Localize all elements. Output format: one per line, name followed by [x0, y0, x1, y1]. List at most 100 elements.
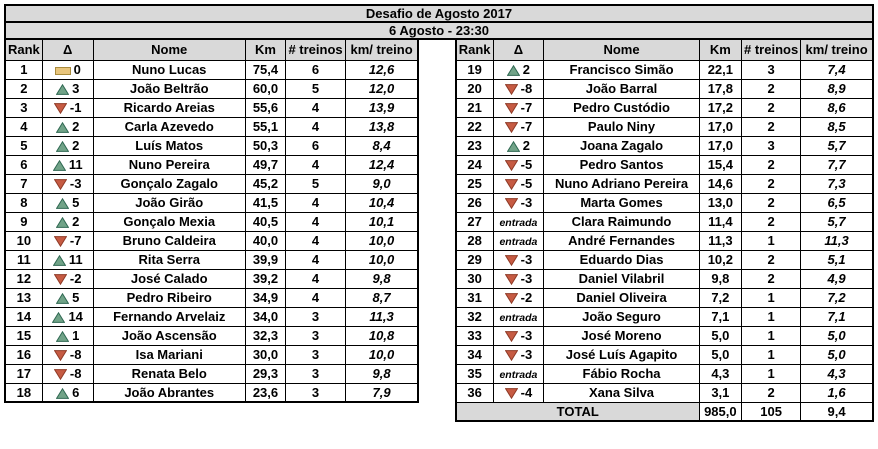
- km-per-treino-cell: 5,1: [800, 249, 874, 270]
- treinos-cell: 2: [740, 268, 802, 289]
- km-cell: 15,4: [698, 154, 743, 175]
- table-row: 1 0 Nuno Lucas 75,4 6 12,6: [4, 59, 419, 80]
- table-row: 35 entrada Fábio Rocha 4,3 1 4,3: [455, 363, 874, 384]
- down-triangle-icon: [504, 122, 518, 134]
- tables-row: Rank Δ Nome Km # treinos km/ treino 1 0 Nuno Luc…: [4, 38, 874, 422]
- down-triangle-icon: [504, 160, 518, 172]
- name-cell: Pedro Custódio: [543, 97, 700, 118]
- rank-cell: 11: [4, 249, 43, 270]
- table-row: 25 -5 Nuno Adriano Pereira 14,6 2 7,3: [455, 173, 874, 194]
- name-cell: João Seguro: [543, 306, 700, 327]
- table-row: 17 -8 Renata Belo 29,3 3 9,8: [4, 363, 419, 384]
- delta-cell: -7: [492, 97, 545, 118]
- treinos-cell: 5: [285, 78, 347, 99]
- delta-value: 3: [72, 81, 80, 96]
- delta-cell: -7: [41, 230, 94, 251]
- rank-cell: 2: [4, 78, 43, 99]
- treinos-cell: 3: [285, 306, 347, 327]
- delta-value: 5: [72, 195, 80, 210]
- treinos-cell: 1: [740, 230, 802, 251]
- table-row: 31 -2 Daniel Oliveira 7,2 1 7,2: [455, 287, 874, 308]
- km-per-treino-cell: 5,0: [800, 344, 874, 365]
- treinos-cell: 4: [285, 97, 347, 118]
- name-cell: João Barral: [543, 78, 700, 99]
- name-cell: Daniel Oliveira: [543, 287, 700, 308]
- delta-value: -3: [69, 176, 82, 191]
- delta-cell: 5: [41, 287, 94, 308]
- down-triangle-icon: [504, 331, 518, 343]
- km-per-treino-cell: 13,8: [345, 116, 419, 137]
- col-header-nome: Nome: [92, 38, 246, 61]
- km-cell: 5,0: [698, 325, 743, 346]
- km-cell: 17,0: [698, 116, 743, 137]
- table-row: 15 1 João Ascensão 32,3 3 10,8: [4, 325, 419, 346]
- rank-cell: 33: [455, 325, 494, 346]
- delta-cell: -3: [41, 173, 94, 194]
- col-header-km: Km: [698, 38, 743, 61]
- treinos-cell: 2: [740, 211, 802, 232]
- treinos-cell: 1: [740, 344, 802, 365]
- total-row: TOTAL 985,0 105 9,4: [455, 401, 874, 422]
- down-triangle-icon: [504, 350, 518, 362]
- km-per-treino-cell: 10,8: [345, 325, 419, 346]
- treinos-cell: 3: [285, 344, 347, 365]
- down-triangle-icon: [504, 293, 518, 305]
- delta-cell: -3: [492, 325, 545, 346]
- km-cell: 40,5: [244, 211, 287, 232]
- table-row: 7 -3 Gonçalo Zagalo 45,2 5 9,0: [4, 173, 419, 194]
- up-triangle-icon: [52, 160, 66, 171]
- treinos-cell: 4: [285, 230, 347, 251]
- km-per-treino-cell: 10,0: [345, 230, 419, 251]
- km-cell: 60,0: [244, 78, 287, 99]
- rank-cell: 26: [455, 192, 494, 213]
- km-per-treino-cell: 12,6: [345, 59, 419, 80]
- rank-cell: 16: [4, 344, 43, 365]
- name-cell: Pedro Ribeiro: [92, 287, 246, 308]
- treinos-cell: 3: [285, 382, 347, 403]
- name-cell: João Abrantes: [92, 382, 246, 403]
- treinos-cell: 2: [740, 97, 802, 118]
- treinos-cell: 3: [285, 325, 347, 346]
- name-cell: Carla Azevedo: [92, 116, 246, 137]
- rank-cell: 35: [455, 363, 494, 384]
- delta-cell: entrada: [492, 363, 545, 384]
- km-per-treino-cell: 10,1: [345, 211, 419, 232]
- up-triangle-icon: [506, 65, 520, 76]
- km-per-treino-cell: 7,7: [800, 154, 874, 175]
- delta-cell: 6: [41, 382, 94, 403]
- rank-cell: 15: [4, 325, 43, 346]
- treinos-cell: 1: [740, 325, 802, 346]
- name-cell: João Ascensão: [92, 325, 246, 346]
- delta-value: -5: [520, 176, 533, 191]
- rank-cell: 1: [4, 59, 43, 80]
- delta-value: -3: [520, 271, 533, 286]
- down-triangle-icon: [504, 388, 518, 400]
- entrada-label: entrada: [499, 236, 538, 248]
- delta-cell: -8: [41, 344, 94, 365]
- delta-cell: 11: [41, 154, 94, 175]
- header-row: Rank Δ Nome Km # treinos km/ treino: [455, 38, 874, 61]
- delta-cell: -2: [492, 287, 545, 308]
- km-per-treino-cell: 4,9: [800, 268, 874, 289]
- km-per-treino-cell: 6,5: [800, 192, 874, 213]
- rank-cell: 17: [4, 363, 43, 384]
- name-cell: Daniel Vilabril: [543, 268, 700, 289]
- table-row: 4 2 Carla Azevedo 55,1 4 13,8: [4, 116, 419, 137]
- delta-cell: -7: [492, 116, 545, 137]
- km-cell: 50,3: [244, 135, 287, 156]
- delta-cell: 2: [41, 116, 94, 137]
- name-cell: Isa Mariani: [92, 344, 246, 365]
- delta-value: 2: [522, 62, 531, 77]
- treinos-cell: 1: [740, 306, 802, 327]
- km-per-treino-cell: 8,6: [800, 97, 874, 118]
- rank-cell: 29: [455, 249, 494, 270]
- delta-value: -3: [520, 195, 533, 210]
- down-triangle-icon: [504, 198, 518, 210]
- delta-cell: -3: [492, 344, 545, 365]
- table-row: 26 -3 Marta Gomes 13,0 2 6,5: [455, 192, 874, 213]
- rank-cell: 4: [4, 116, 43, 137]
- km-per-treino-cell: 11,3: [345, 306, 419, 327]
- table-row: 36 -4 Xana Silva 3,1 2 1,6: [455, 382, 874, 403]
- table-row: 21 -7 Pedro Custódio 17,2 2 8,6: [455, 97, 874, 118]
